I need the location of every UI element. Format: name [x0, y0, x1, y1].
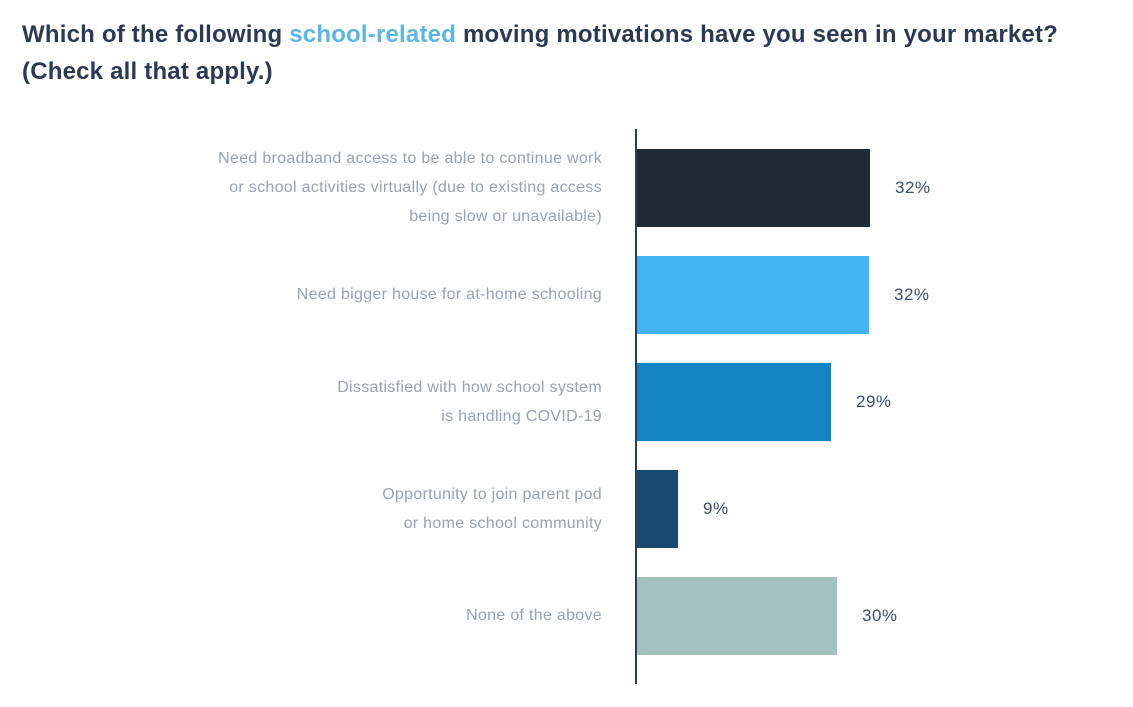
bar-category-label: Need broadband access to be able to cont… [0, 144, 637, 231]
bar-row-bigger-house: Need bigger house for at-home schooling … [0, 241, 1133, 348]
bar-value-label: 30% [862, 605, 898, 625]
bar-track: 32% [637, 148, 1133, 227]
bar-dissatisfied [637, 362, 831, 441]
bar-category-label: None of the above [0, 601, 637, 630]
bar-parent-pod [637, 469, 678, 548]
bar-track: 32% [637, 255, 1133, 334]
page-title: Which of the following school-related mo… [0, 0, 1120, 90]
title-highlight: school-related [289, 21, 457, 48]
bar-row-dissatisfied: Dissatisfied with how school system is h… [0, 348, 1133, 455]
bar-value-label: 32% [894, 284, 930, 304]
label-line: or school activities virtually (due to e… [229, 179, 602, 196]
label-line: is handling COVID-19 [441, 407, 602, 425]
title-prefix: Which of the following [22, 21, 283, 48]
bar-track: 9% [637, 469, 1133, 548]
chart-axis-line [635, 129, 637, 684]
bar-broadband [637, 148, 870, 227]
bar-row-none: None of the above 30% [0, 562, 1133, 669]
bar-value-label: 32% [895, 177, 931, 197]
label-line: None of the above [466, 607, 602, 624]
bar-value-label: 29% [856, 391, 892, 411]
bar-row-broadband: Need broadband access to be able to cont… [0, 134, 1133, 241]
label-line: Opportunity to join parent pod [382, 485, 602, 503]
bar-bigger-house [637, 255, 869, 334]
bar-category-label: Dissatisfied with how school system is h… [0, 373, 637, 431]
label-line: being slow or unavailable) [409, 208, 602, 225]
label-line: Dissatisfied with how school system [337, 378, 602, 396]
bar-none-of-above [637, 576, 837, 655]
label-line: Need bigger house for at-home schooling [296, 286, 602, 303]
bar-chart: Need broadband access to be able to cont… [0, 129, 1133, 684]
label-line: Need broadband access to be able to cont… [218, 150, 602, 167]
bar-value-label: 9% [703, 498, 729, 518]
bar-track: 30% [637, 576, 1133, 655]
bar-category-label: Need bigger house for at-home schooling [0, 280, 637, 309]
bar-row-parent-pod: Opportunity to join parent pod or home s… [0, 455, 1133, 562]
title-suffix: moving motivations have you seen in your… [22, 21, 1059, 85]
label-line: or home school community [403, 514, 602, 532]
bar-track: 29% [637, 362, 1133, 441]
bar-category-label: Opportunity to join parent pod or home s… [0, 480, 637, 538]
